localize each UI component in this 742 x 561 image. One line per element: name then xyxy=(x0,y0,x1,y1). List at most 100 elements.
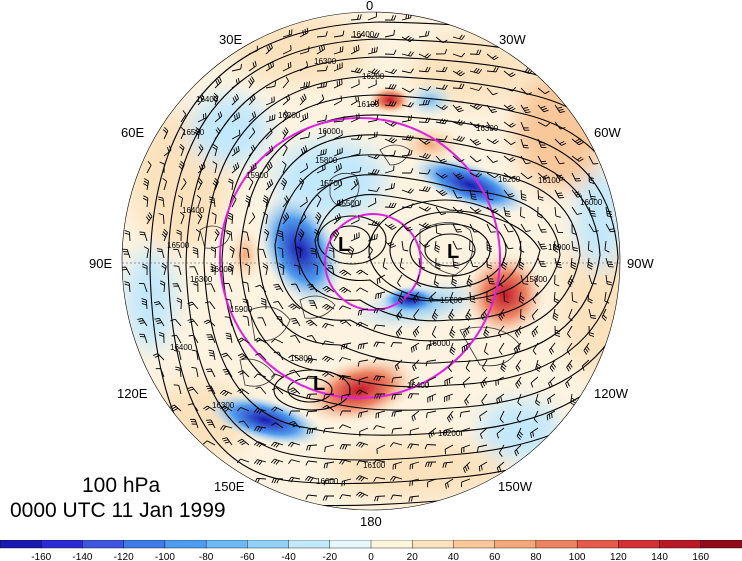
lon-label-60e: 60E xyxy=(121,125,144,140)
wind-barb xyxy=(339,459,352,465)
wind-barb xyxy=(367,186,380,192)
wind-barb xyxy=(316,148,327,157)
wind-barb xyxy=(142,263,148,276)
wind-barb xyxy=(424,444,437,450)
colorbar-box xyxy=(164,540,207,549)
wind-barb xyxy=(276,315,284,327)
wind-barb xyxy=(588,189,597,200)
wind-barb xyxy=(221,437,233,446)
wind-barb xyxy=(537,138,547,148)
wind-barb xyxy=(172,283,182,293)
wind-barb xyxy=(443,427,454,436)
wind-barb xyxy=(459,410,471,418)
wind-barb xyxy=(435,206,446,215)
wind-barb xyxy=(384,15,397,21)
wind-barb xyxy=(464,393,471,406)
wind-barb xyxy=(434,240,441,253)
wind-barb xyxy=(316,31,328,38)
wind-barb xyxy=(469,291,476,303)
wind-barb xyxy=(305,460,318,466)
wind-barb xyxy=(520,138,529,149)
valid-time-caption: 0000 UTC 11 Jan 1999 xyxy=(10,499,226,522)
wind-barb xyxy=(212,144,218,157)
wind-barb xyxy=(265,127,273,140)
wind-barb xyxy=(469,49,482,55)
wind-barb xyxy=(242,281,250,293)
wind-barb xyxy=(350,113,360,123)
wind-barb xyxy=(189,266,199,276)
wind-barb xyxy=(153,301,165,310)
wind-barb xyxy=(486,206,499,214)
wind-barb xyxy=(469,189,477,201)
wind-barb xyxy=(323,461,335,469)
colorbar-tick-label: 100 xyxy=(569,552,586,561)
wind-barb xyxy=(327,264,335,276)
wind-barb xyxy=(356,460,369,466)
wind-barb xyxy=(212,92,219,106)
wind-barb xyxy=(424,461,437,468)
wind-barb xyxy=(535,393,541,406)
wind-barb xyxy=(460,427,471,436)
wind-barb xyxy=(384,68,398,75)
wind-barb xyxy=(486,257,493,270)
wind-barb xyxy=(416,274,422,287)
wind-barb xyxy=(209,196,216,208)
wind-barb xyxy=(173,384,182,395)
wind-barb xyxy=(356,269,369,276)
colorbar-box xyxy=(700,540,742,549)
wind-barb xyxy=(553,291,560,304)
map-boundary xyxy=(121,11,621,511)
wind-barb xyxy=(328,247,335,259)
contour-label: 16000 xyxy=(318,127,341,136)
colorbar-tick-label: 80 xyxy=(530,552,542,561)
wind-barb xyxy=(554,206,561,218)
wind-barb xyxy=(401,149,413,157)
wind-barb xyxy=(452,34,466,40)
wind-barb xyxy=(282,195,289,208)
wind-barb xyxy=(254,425,267,432)
wind-barb xyxy=(452,155,465,163)
wind-barb xyxy=(248,144,256,157)
wind-barb xyxy=(410,342,420,353)
wind-barb xyxy=(367,68,381,75)
wind-barb xyxy=(496,461,505,473)
wind-barb xyxy=(299,145,308,157)
wind-barb xyxy=(463,325,471,337)
wind-barb xyxy=(341,478,352,487)
wind-barb xyxy=(503,223,514,233)
wind-barb xyxy=(449,291,454,305)
wind-barb xyxy=(339,286,352,294)
wind-barb xyxy=(503,206,511,218)
wind-barb xyxy=(498,308,505,321)
wind-barb xyxy=(248,60,257,72)
wind-barb xyxy=(187,386,199,395)
wind-barb xyxy=(401,203,414,209)
contour-label: 15800 xyxy=(290,354,313,363)
wind-barb xyxy=(248,93,256,106)
wind-barb xyxy=(469,103,482,110)
wind-barb xyxy=(350,32,363,39)
wind-barb xyxy=(299,212,307,225)
wind-barb xyxy=(265,81,277,89)
wind-barb xyxy=(418,53,432,59)
wind-barb xyxy=(333,180,343,191)
wind-barb xyxy=(425,359,437,367)
wind-barb xyxy=(515,376,522,389)
wind-barb xyxy=(452,240,462,250)
wind-barb xyxy=(265,43,273,55)
wind-barb xyxy=(355,475,369,482)
colorbar-tick-label: -60 xyxy=(240,552,255,561)
wind-barb xyxy=(242,247,250,259)
wind-barb xyxy=(452,172,465,180)
wind-barb xyxy=(503,121,516,128)
wind-barb xyxy=(248,111,257,123)
wind-barb xyxy=(155,368,165,378)
wind-barb xyxy=(483,342,489,356)
wind-barb xyxy=(333,163,342,174)
colorbar-tick-label: -160 xyxy=(31,552,51,561)
wind-barb xyxy=(124,281,131,293)
wind-barb xyxy=(265,61,275,72)
contour-label: 15700 xyxy=(440,296,463,305)
wind-barb xyxy=(498,444,505,457)
